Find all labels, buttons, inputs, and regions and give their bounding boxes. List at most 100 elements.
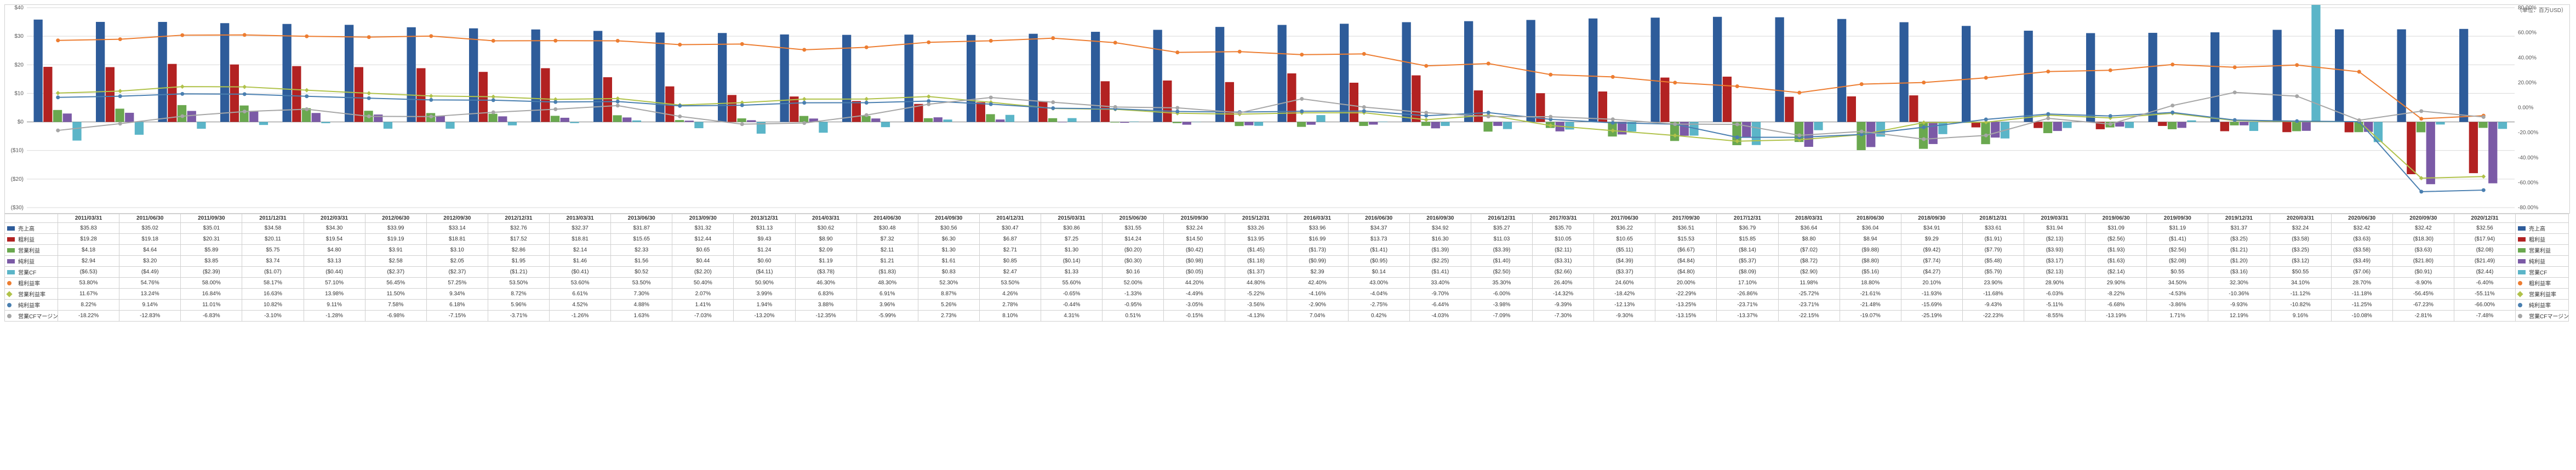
data-cell: $13.73: [1348, 234, 1409, 245]
table-row: 営業利益率11.67%13.24%16.84%16.63%13.98%11.50…: [5, 289, 2569, 300]
data-cell: -26.86%: [1717, 289, 1778, 300]
data-cell: $36.22: [1594, 223, 1655, 234]
data-cell: -4.04%: [1348, 289, 1409, 300]
data-cell: 52.30%: [918, 278, 979, 289]
data-cell: $34.37: [1348, 223, 1409, 234]
data-cell: 34.50%: [2147, 278, 2208, 289]
data-cell: ($1.93): [2086, 245, 2147, 256]
data-cell: $1.56: [611, 256, 672, 267]
data-cell: -13.15%: [1655, 311, 1717, 322]
data-cell: 57.25%: [426, 278, 488, 289]
data-cell: 8.72%: [488, 289, 549, 300]
data-cell: 6.61%: [550, 289, 611, 300]
category-header: 2011/09/30: [181, 214, 242, 223]
legend-swatch: [2518, 237, 2526, 242]
data-cell: $1.19: [795, 256, 856, 267]
data-cell: $36.51: [1655, 223, 1717, 234]
data-cell: 48.30%: [856, 278, 918, 289]
series-label-cell-right: 純利益率: [2516, 300, 2569, 311]
data-cell: -23.71%: [1717, 300, 1778, 311]
series-label-text: 純利益率: [18, 303, 40, 309]
data-cell: $30.47: [979, 223, 1041, 234]
category-header: 2019/06/30: [2086, 214, 2147, 223]
series-label-text: 営業利益率: [2529, 292, 2556, 298]
data-cell: ($5.37): [1717, 256, 1778, 267]
data-cell: 12.19%: [2208, 311, 2270, 322]
data-cell: ($1.73): [1287, 245, 1348, 256]
data-cell: ($18.30): [2392, 234, 2454, 245]
data-cell: 56.45%: [365, 278, 426, 289]
data-cell: $35.70: [1533, 223, 1594, 234]
series-label-cell: 営業CF: [5, 267, 58, 278]
data-cell: -9.93%: [2208, 300, 2270, 311]
data-cell: $1.30: [918, 245, 979, 256]
series-label-text: 売上高: [18, 226, 35, 232]
data-cell: $10.65: [1594, 234, 1655, 245]
data-cell: $19.28: [58, 234, 119, 245]
data-cell: -3.05%: [1164, 300, 1225, 311]
data-cell: $36.79: [1717, 223, 1778, 234]
data-cell: ($4.84): [1655, 256, 1717, 267]
data-cell: ($3.49): [2331, 256, 2392, 267]
data-cell: -13.37%: [1717, 311, 1778, 322]
data-cell: ($1.41): [2147, 234, 2208, 245]
data-cell: -10.36%: [2208, 289, 2270, 300]
data-cell: -15.69%: [1901, 300, 1962, 311]
data-cell: $33.61: [1962, 223, 2024, 234]
legend-swatch: [2518, 281, 2522, 285]
category-header: 2019/03/31: [2024, 214, 2086, 223]
data-cell: -4.16%: [1287, 289, 1348, 300]
svg-text:-80.00%: -80.00%: [2518, 205, 2538, 211]
svg-text:-60.00%: -60.00%: [2518, 180, 2538, 186]
data-cell: 26.40%: [1533, 278, 1594, 289]
data-cell: $5.75: [242, 245, 304, 256]
data-cell: $4.80: [304, 245, 365, 256]
data-cell: 35.30%: [1471, 278, 1532, 289]
data-cell: $2.39: [1287, 267, 1348, 278]
data-cell: $6.87: [979, 234, 1041, 245]
legend-swatch: [7, 314, 12, 318]
data-cell: 53.50%: [979, 278, 1041, 289]
data-cell: $9.43: [734, 234, 795, 245]
data-cell: ($4.39): [1594, 256, 1655, 267]
data-cell: 13.98%: [304, 289, 365, 300]
data-cell: $2.58: [365, 256, 426, 267]
data-cell: ($1.45): [1225, 245, 1287, 256]
data-cell: ($2.14): [2086, 267, 2147, 278]
data-cell: ($0.20): [1103, 245, 1164, 256]
data-cell: ($2.44): [2454, 267, 2515, 278]
data-cell: $4.18: [58, 245, 119, 256]
legend-swatch: [2518, 303, 2522, 307]
data-cell: ($0.95): [1348, 256, 1409, 267]
data-cell: 8.22%: [58, 300, 119, 311]
data-cell: $36.64: [1778, 223, 1840, 234]
category-header: 2017/12/31: [1717, 214, 1778, 223]
data-cell: 7.30%: [611, 289, 672, 300]
data-cell: -25.72%: [1778, 289, 1840, 300]
category-header: 2019/09/30: [2147, 214, 2208, 223]
data-cell: ($1.41): [1409, 267, 1471, 278]
data-cell: 50.40%: [672, 278, 734, 289]
data-cell: ($2.13): [2024, 234, 2086, 245]
table-body: 売上高$35.83$35.02$35.01$34.58$34.30$33.99$…: [5, 223, 2569, 322]
data-cell: 5.96%: [488, 300, 549, 311]
series-label-text: 純利益率: [2529, 303, 2551, 309]
data-cell: ($0.30): [1103, 256, 1164, 267]
data-cell: ($5.79): [1962, 267, 2024, 278]
data-cell: $2.11: [856, 245, 918, 256]
data-cell: ($2.37): [426, 267, 488, 278]
data-cell: 43.00%: [1348, 278, 1409, 289]
data-cell: $8.94: [1840, 234, 1901, 245]
data-cell: $7.25: [1041, 234, 1103, 245]
data-cell: -19.07%: [1840, 311, 1901, 322]
data-cell: $15.53: [1655, 234, 1717, 245]
data-cell: 44.80%: [1225, 278, 1287, 289]
data-cell: $32.24: [2270, 223, 2331, 234]
data-cell: 3.96%: [856, 300, 918, 311]
data-cell: 16.63%: [242, 289, 304, 300]
data-cell: ($0.99): [1287, 256, 1348, 267]
data-cell: 53.60%: [550, 278, 611, 289]
svg-text:($30): ($30): [11, 205, 24, 211]
row-header-cell: [2516, 214, 2569, 223]
data-cell: $14.24: [1103, 234, 1164, 245]
